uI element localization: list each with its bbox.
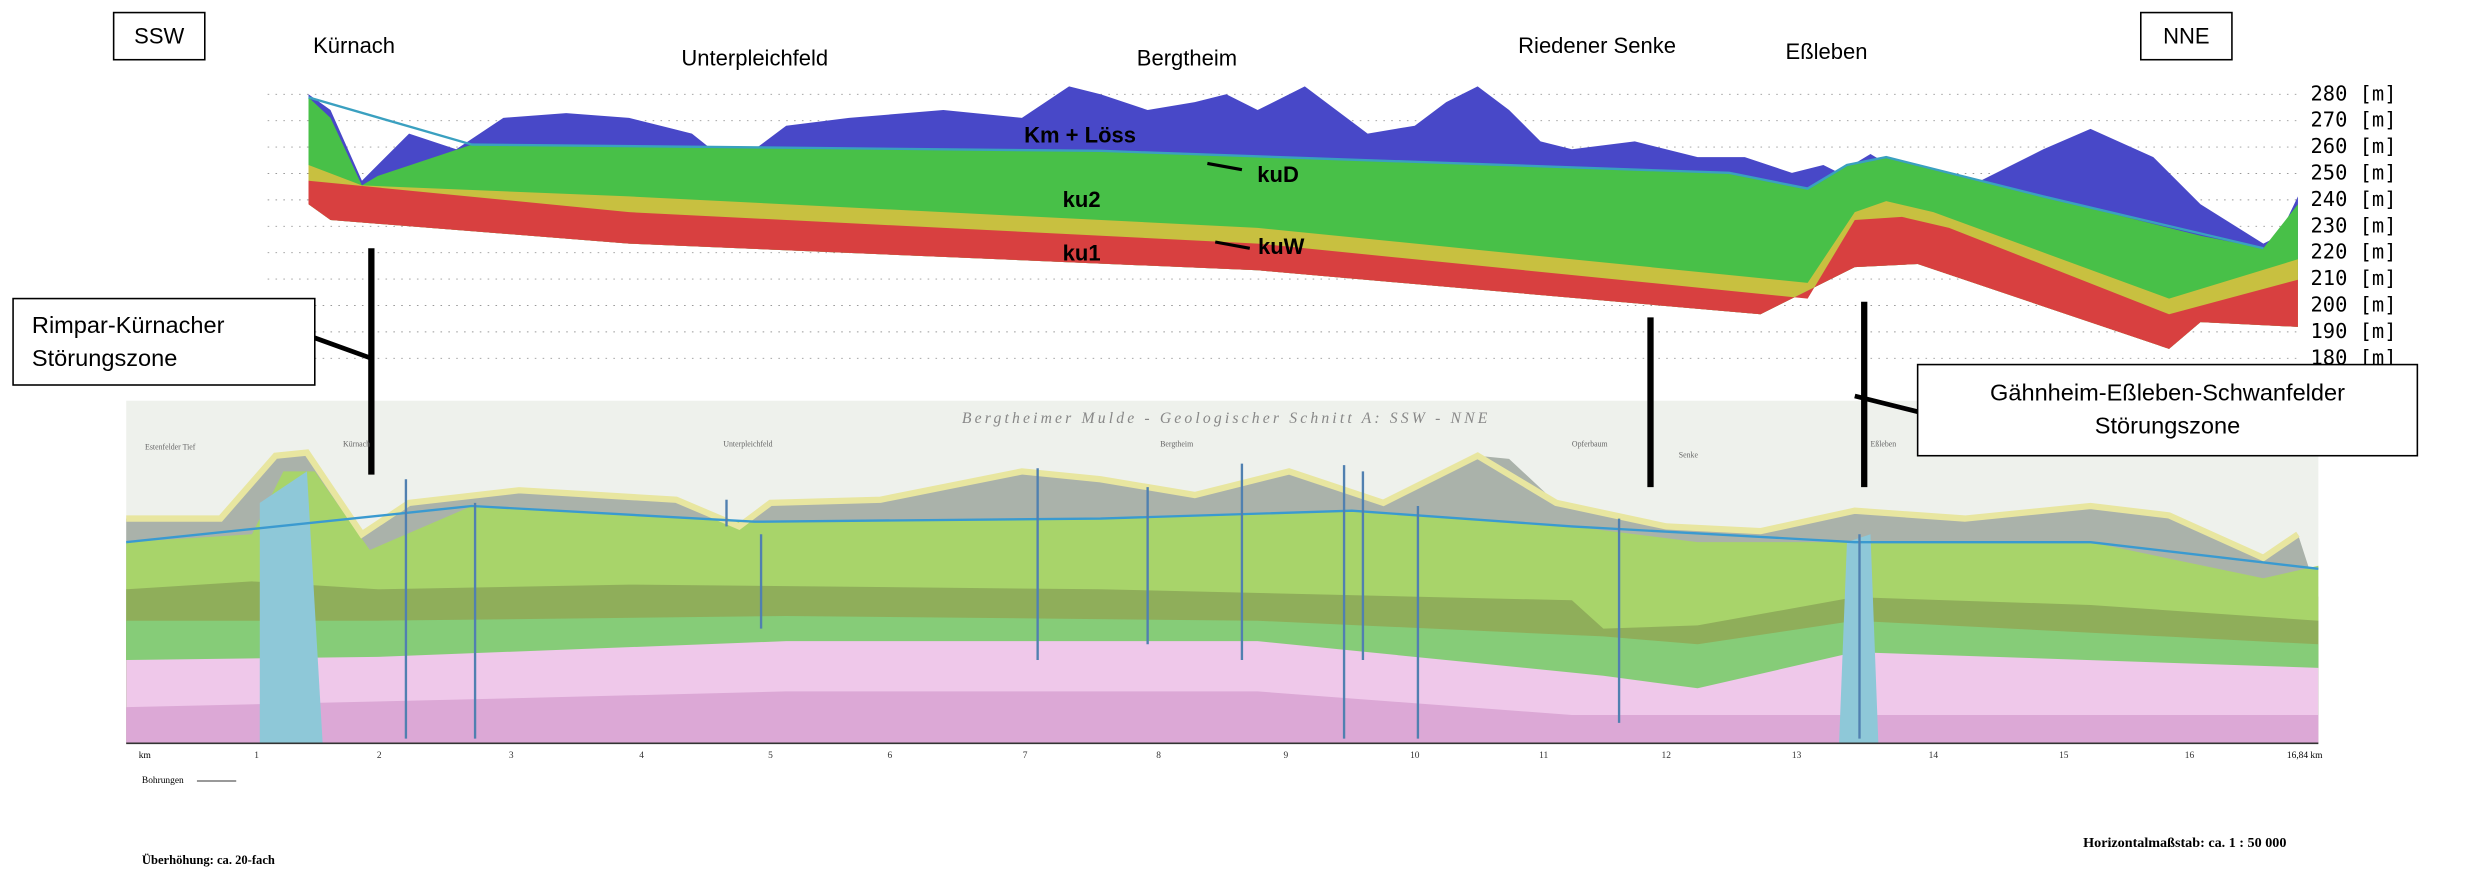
scale-label: 240 [m] <box>2311 187 2397 211</box>
direction-left: SSW <box>134 24 184 49</box>
distance-label: 5 <box>768 751 773 761</box>
distance-label: 16 <box>2185 751 2195 761</box>
end-distance: 16,84 km <box>2287 751 2323 761</box>
distance-label: 13 <box>1792 751 1802 761</box>
section-place: Estenfelder Tief <box>145 443 196 452</box>
place: Kürnach <box>313 33 395 58</box>
drillings-label: Bohrungen <box>142 776 184 786</box>
section-place: Unterpleichfeld <box>723 440 772 449</box>
place: Unterpleichfeld <box>681 46 828 71</box>
place: Eßleben <box>1786 39 1868 64</box>
distance-label: 12 <box>1662 751 1672 761</box>
section-place: Kürnach <box>343 440 370 449</box>
layer-label: Km + Löss <box>1024 123 1136 148</box>
section-title: Bergtheimer Mulde - Geologischer Schnitt… <box>962 410 1491 427</box>
upper-section <box>309 86 2298 348</box>
distance-label: 11 <box>1539 751 1548 761</box>
exaggeration: Überhöhung: ca. 20-fach <box>142 853 275 867</box>
layer-label: ku2 <box>1063 187 1101 212</box>
distance-label: 1 <box>254 751 259 761</box>
scale-label: 200 [m] <box>2311 292 2397 316</box>
scale-label: 190 [m] <box>2311 319 2397 343</box>
distance-label: 8 <box>1156 751 1161 761</box>
distance-label: 14 <box>1929 751 1939 761</box>
section-place: Bergtheim <box>1160 440 1193 449</box>
layer-label: kuW <box>1258 234 1305 259</box>
distance-label: 4 <box>639 751 644 761</box>
fault-label: Gähnheim-Eßleben-Schwanfelder <box>1990 380 2345 406</box>
section-place: Opferbaum <box>1572 440 1608 449</box>
layer-label: kuD <box>1257 162 1299 187</box>
section-place: Eßleben <box>1871 440 1897 449</box>
horizontal-scale: Horizontalmaßstab: ca. 1 : 50 000 <box>2083 835 2286 851</box>
direction-right: NNE <box>2163 24 2209 49</box>
distance-label: 2 <box>377 751 382 761</box>
place: Riedener Senke <box>1518 33 1676 58</box>
distance-label: 15 <box>2059 751 2069 761</box>
scale-label: 260 [m] <box>2311 134 2397 158</box>
section-place: Senke <box>1679 451 1699 460</box>
cross-section-figure: 280 [m] 270 [m]260 [m]250 [m] 240 [m]230 [… <box>0 0 2465 869</box>
fault-label: Rimpar-Kürnacher <box>32 312 225 338</box>
km-label: km <box>139 751 152 761</box>
distance-label: 9 <box>1284 751 1289 761</box>
scale-label: 280 [m] <box>2311 81 2397 105</box>
fault-label: Störungszone <box>32 345 177 371</box>
layer-label: ku1 <box>1063 240 1101 265</box>
distance-label: 10 <box>1410 751 1420 761</box>
distance-label: 6 <box>888 751 893 761</box>
scale-label: 210 [m] <box>2311 266 2397 290</box>
place: Bergtheim <box>1137 46 1237 71</box>
scale-label: 220 [m] <box>2311 240 2397 264</box>
scale-label: 250 [m] <box>2311 160 2397 184</box>
fault-label: Störungszone <box>2095 413 2240 439</box>
distance-label: 3 <box>509 751 514 761</box>
scale-label: 270 [m] <box>2311 108 2397 132</box>
scale-label: 230 [m] <box>2311 213 2397 237</box>
distance-label: 7 <box>1023 751 1028 761</box>
